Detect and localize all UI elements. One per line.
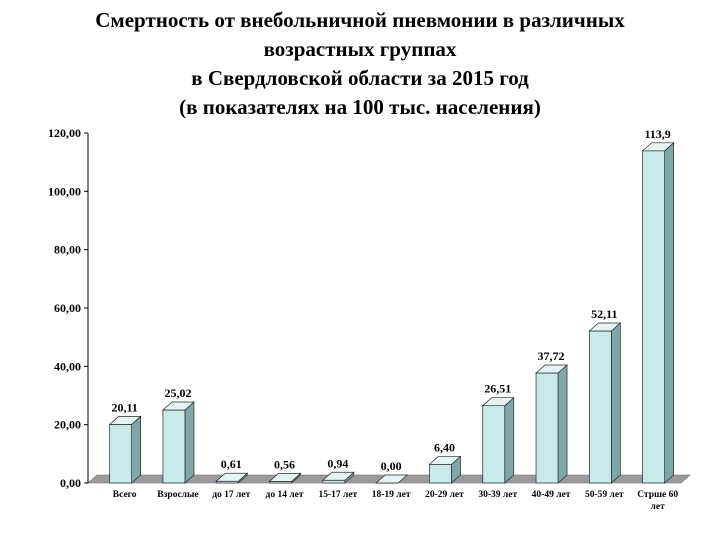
y-tick-label: 120,00 (48, 126, 81, 140)
bar-side (610, 322, 621, 484)
bar (109, 423, 133, 484)
y-tick-label: 40,00 (54, 359, 81, 373)
data-label: 0,94 (327, 456, 348, 470)
chart-title: Смертность от внебольничной пневмонии в … (0, 6, 720, 122)
chart-title-line-3: в Свердловской области за 2015 год (191, 66, 529, 90)
y-tick-label: 20,00 (54, 418, 81, 432)
bar (535, 372, 559, 484)
bar-side (131, 415, 141, 484)
bar-top (481, 397, 515, 407)
bar (322, 479, 346, 484)
bar-top (321, 471, 355, 481)
data-label: 37,72 (538, 349, 565, 363)
bar-top (428, 455, 462, 465)
bar-top (162, 401, 195, 411)
bar (642, 150, 666, 484)
x-category-label: 18-19 лет (372, 490, 411, 500)
bar (162, 409, 186, 484)
bar-top (108, 415, 142, 425)
bar-top (375, 474, 409, 484)
chart-title-line-1: Смертность от внебольничной пневмонии в … (95, 8, 625, 32)
y-tick-label: 80,00 (54, 243, 81, 257)
x-category-label: 15-17 лет (318, 490, 357, 500)
bar-side (184, 401, 195, 484)
y-tick-label: 0,00 (60, 476, 81, 490)
x-category-label: Стрше 60 (637, 490, 678, 500)
bar-top (588, 322, 622, 332)
x-category-label: 40-49 лет (532, 490, 571, 500)
x-category-label: до 14 лет (266, 490, 304, 500)
data-label: 113,9 (644, 127, 670, 141)
chart-title-line-4: (в показателях на 100 тыс. населения) (179, 95, 541, 119)
bar-top (535, 364, 568, 374)
data-label: 0,61 (221, 457, 242, 471)
chart-title-line-2: возрастных группах (263, 37, 457, 61)
data-label: 0,56 (274, 457, 295, 471)
x-category-label: 20-29 лет (425, 490, 464, 500)
data-label: 0,00 (381, 459, 402, 473)
bar (482, 405, 506, 484)
bar-side (557, 364, 568, 484)
x-category-label: Взрослые (157, 490, 198, 500)
bar-top (215, 472, 249, 482)
data-label: 6,40 (434, 440, 455, 454)
x-category-label: 50-59 лет (585, 490, 624, 500)
data-label: 20,11 (111, 400, 137, 414)
bar-top (641, 142, 675, 152)
y-tick-label: 100,00 (48, 184, 81, 198)
bar-top (268, 473, 302, 482)
bar-side (664, 142, 675, 484)
bar-side (504, 396, 515, 484)
bar (429, 463, 452, 484)
data-label: 25,02 (164, 386, 191, 400)
y-tick-label: 60,00 (54, 301, 81, 315)
x-category-label: Всего (113, 490, 137, 500)
data-label: 26,51 (484, 382, 511, 396)
data-label: 52,11 (591, 307, 617, 321)
x-category-label: лет (651, 502, 666, 512)
x-category-label: до 17 лет (212, 490, 250, 500)
bar (588, 330, 612, 484)
x-category-label: 30-39 лет (478, 490, 517, 500)
